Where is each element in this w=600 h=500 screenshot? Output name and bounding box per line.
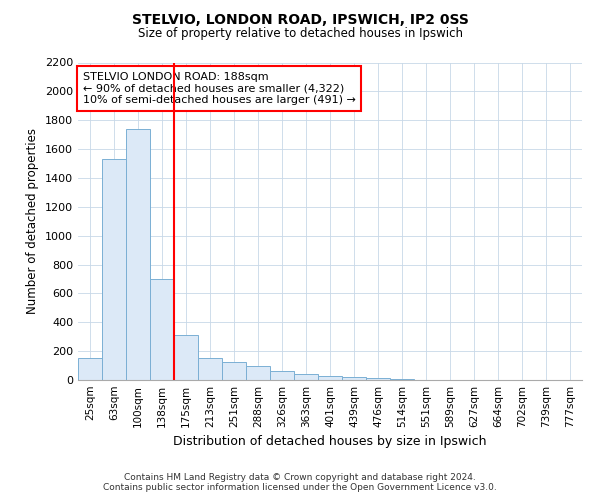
Bar — [150, 279, 174, 380]
Bar — [78, 358, 102, 380]
Bar — [366, 378, 390, 380]
Bar — [222, 362, 246, 380]
Bar — [294, 374, 318, 380]
Text: Size of property relative to detached houses in Ipswich: Size of property relative to detached ho… — [137, 28, 463, 40]
Bar — [246, 366, 270, 380]
Bar — [102, 159, 126, 380]
Y-axis label: Number of detached properties: Number of detached properties — [26, 128, 40, 314]
Text: STELVIO LONDON ROAD: 188sqm
← 90% of detached houses are smaller (4,322)
10% of : STELVIO LONDON ROAD: 188sqm ← 90% of det… — [83, 72, 356, 105]
Text: STELVIO, LONDON ROAD, IPSWICH, IP2 0SS: STELVIO, LONDON ROAD, IPSWICH, IP2 0SS — [131, 12, 469, 26]
Bar — [342, 377, 366, 380]
Bar — [126, 129, 150, 380]
Bar — [270, 370, 294, 380]
Bar — [174, 336, 198, 380]
Bar — [198, 358, 222, 380]
Text: Contains HM Land Registry data © Crown copyright and database right 2024.
Contai: Contains HM Land Registry data © Crown c… — [103, 473, 497, 492]
Bar — [318, 376, 342, 380]
X-axis label: Distribution of detached houses by size in Ipswich: Distribution of detached houses by size … — [173, 436, 487, 448]
